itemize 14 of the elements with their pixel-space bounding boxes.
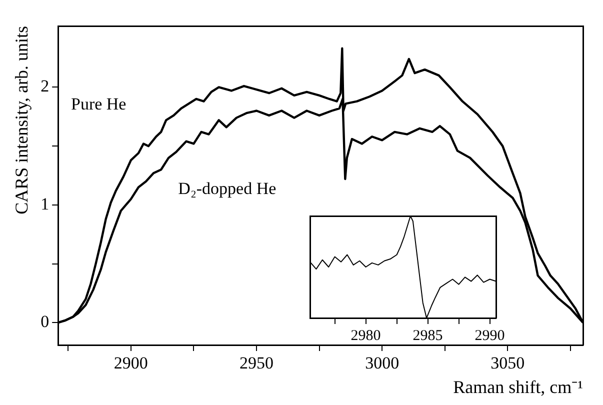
x-tick-label: 3000: [365, 354, 400, 373]
series-label: D₂-dopped He: [178, 178, 276, 198]
y-axis-title: CARS intensity, arb. units: [12, 26, 32, 214]
y-tick-label: 0: [40, 312, 50, 332]
y-tick-label: 2: [40, 76, 50, 96]
x-tick-label: 3050: [490, 354, 525, 373]
x-tick-label: 2980: [350, 328, 381, 344]
y-tick-label: 1: [40, 194, 50, 214]
x-tick-label: 2900: [114, 354, 148, 373]
x-tick-label: 2950: [240, 354, 274, 373]
x-axis-title: Raman shift, cm⁻¹: [453, 376, 583, 397]
x-tick-label: 2985: [412, 328, 443, 344]
text: Pure He: [70, 94, 126, 114]
x-tick-label: 2990: [474, 328, 505, 344]
